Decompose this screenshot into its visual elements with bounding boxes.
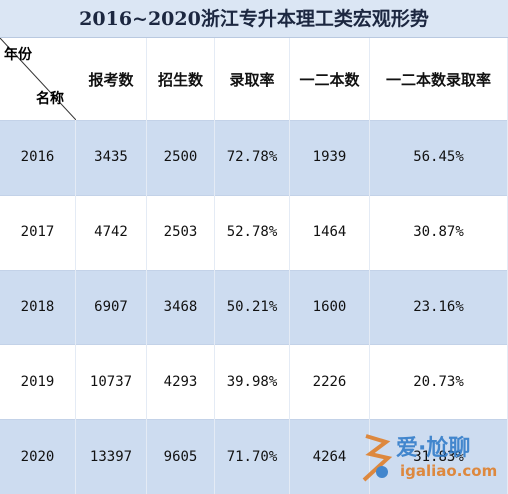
table-cell: 50.21% [215,269,290,345]
table-cell: 20.73% [370,344,508,420]
corner-bottom: 名称 [36,91,64,107]
row-year: 2018 [0,269,76,345]
column-header: 报考数 [76,38,147,120]
table-cell: 1464 [290,194,370,270]
table-cell: 9605 [147,419,215,494]
table-cell: 4742 [76,194,147,270]
watermark-icon [362,434,393,482]
table-cell: 72.78% [215,120,290,195]
table-cell: 30.87% [370,194,508,270]
table-cell: 71.70% [215,419,290,494]
row-year: 2019 [0,344,76,420]
column-header: 一二本数 [290,38,370,120]
row-year: 2017 [0,194,76,270]
row-band [0,194,508,270]
table-cell: 1600 [290,269,370,345]
column-header: 一二本数录取率 [370,38,508,120]
table-cell: 10737 [76,344,147,420]
corner-top: 年份 [4,47,32,63]
table-cell: 6907 [76,269,147,345]
table-cell: 23.16% [370,269,508,345]
table-cell: 52.78% [215,194,290,270]
table-cell: 3435 [76,120,147,195]
table-cell: 2226 [290,344,370,420]
row-band [0,344,508,420]
row-band [0,419,508,494]
table-cell: 13397 [76,419,147,494]
row-year: 2016 [0,120,76,195]
table-cell: 2503 [147,194,215,270]
column-header: 招生数 [147,38,215,120]
table-cell: 39.98% [215,344,290,420]
watermark-url: igaliao.com [400,462,498,480]
table-cell: 4264 [290,419,370,494]
row-year: 2020 [0,419,76,494]
table-cell: 1939 [290,120,370,195]
row-band [0,269,508,345]
corner-diagonal [0,38,76,120]
row-band [0,120,508,195]
watermark-logo: 爱·尬聊 [396,436,471,461]
table-cell: 4293 [147,344,215,420]
column-header: 录取率 [215,38,290,120]
table-cell: 2500 [147,120,215,195]
watermark: 爱·尬聊 igaliao.com [356,428,506,492]
table-cell: 3468 [147,269,215,345]
title: 2016~2020浙江专升本理工类宏观形势 [0,0,508,38]
table-cell: 56.45% [370,120,508,195]
